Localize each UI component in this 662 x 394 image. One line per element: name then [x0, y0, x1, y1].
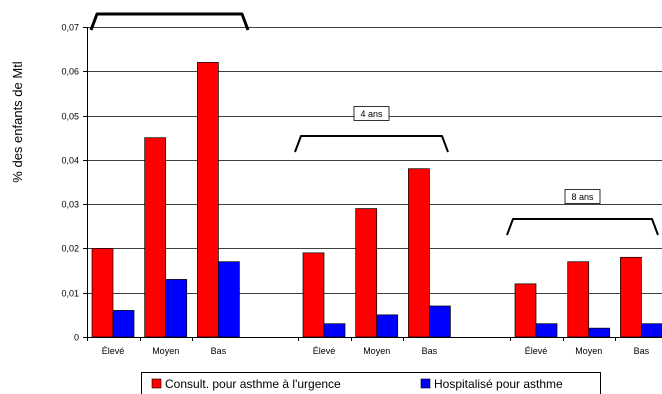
legend-label-hosp: Hospitalisé pour asthme	[434, 377, 563, 391]
x-tick-label: Élevé	[313, 346, 336, 356]
bar-consult	[567, 261, 590, 338]
group-brackets: 4 ans 8 ans	[89, 12, 659, 236]
bar-hospitalise	[535, 323, 558, 338]
bar-consult	[197, 62, 219, 338]
x-tick-label: Moyen	[152, 346, 179, 356]
x-axis-ticks: Élevé Moyen Bas Élevé Moyen Bas Élevé Moyen Bas	[87, 337, 650, 356]
y-tick-label: 0,06	[61, 67, 79, 77]
bar-hospitalise	[323, 323, 346, 338]
y-tick-label: 0,02	[61, 244, 79, 254]
group-bracket	[506, 218, 659, 236]
legend-swatch-hosp	[420, 378, 431, 389]
x-tick-label: Bas	[211, 346, 227, 356]
group-label-box	[564, 189, 601, 204]
bar-consult	[408, 168, 430, 338]
bar-hospitalise	[641, 323, 662, 338]
group-label: 4 ans	[360, 109, 383, 119]
legend-box	[141, 372, 601, 394]
y-tick-label: 0,04	[61, 156, 79, 166]
bar-consult	[302, 252, 325, 338]
y-tick-label: 0	[74, 333, 79, 343]
group-bracket	[294, 135, 449, 153]
x-tick-label: Bas	[634, 346, 650, 356]
x-tick-label: Moyen	[575, 346, 602, 356]
bar-hospitalise	[165, 279, 188, 338]
bar-hospitalise	[112, 310, 135, 338]
legend-swatch-consult	[151, 378, 162, 389]
group-bracket	[89, 12, 250, 31]
y-tick-label: 0,01	[61, 289, 79, 299]
bars	[91, 62, 662, 338]
y-tick-label: 0,07	[61, 23, 79, 33]
group-label-box	[353, 106, 390, 121]
y-tick-label: 0,05	[61, 112, 79, 122]
group-label: 8 ans	[571, 192, 594, 202]
y-axis-label: % des enfants de Mtl	[10, 61, 25, 183]
x-tick-label: Élevé	[102, 346, 125, 356]
y-axis-ticks: 0 0,01 0,02 0,03 0,04 0,05 0,06 0,07	[61, 23, 87, 343]
legend: Consult. pour asthme à l'urgence Hospita…	[141, 372, 601, 394]
bar-consult	[144, 137, 167, 338]
bar-consult	[514, 283, 537, 338]
bar-consult	[355, 208, 378, 338]
legend-label-consult: Consult. pour asthme à l'urgence	[165, 377, 341, 391]
bar-hospitalise	[218, 261, 240, 338]
y-tick-label: 0,03	[61, 200, 79, 210]
bar-consult	[91, 248, 114, 338]
bar-hospitalise	[376, 314, 399, 338]
x-tick-label: Bas	[422, 346, 438, 356]
bar-hospitalise	[588, 327, 611, 338]
x-tick-label: Élevé	[525, 346, 548, 356]
x-tick-label: Moyen	[363, 346, 390, 356]
bar-hospitalise	[429, 305, 451, 338]
bar-consult	[620, 256, 642, 338]
